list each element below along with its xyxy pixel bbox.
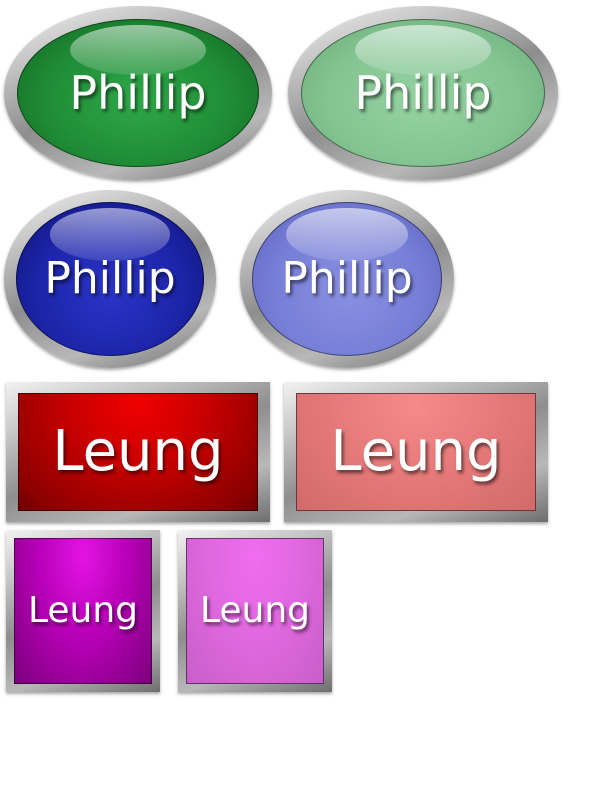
magenta-square-button[interactable]: Leung	[6, 530, 160, 692]
light-red-rect-button[interactable]: Leung	[284, 382, 548, 522]
button-face: Phillip	[17, 19, 259, 167]
button-label: Phillip	[69, 66, 207, 120]
button-label: Leung	[199, 590, 311, 631]
button-face: Phillip	[16, 202, 204, 356]
light-blue-oval-button[interactable]: Phillip	[240, 190, 454, 368]
button-face: Leung	[14, 538, 152, 684]
button-label: Phillip	[44, 253, 176, 304]
light-magenta-square-button[interactable]: Leung	[178, 530, 332, 692]
green-oval-button[interactable]: Phillip	[4, 6, 272, 180]
button-face: Leung	[296, 393, 536, 511]
button-face: Phillip	[301, 19, 545, 167]
button-face: Leung	[186, 538, 324, 684]
button-face: Leung	[18, 393, 258, 511]
button-face: Phillip	[252, 202, 442, 356]
red-rect-button[interactable]: Leung	[6, 382, 270, 522]
blue-oval-button[interactable]: Phillip	[4, 190, 216, 368]
button-label: Phillip	[281, 253, 413, 304]
button-label: Leung	[27, 590, 139, 631]
light-green-oval-button[interactable]: Phillip	[288, 6, 558, 180]
button-label: Phillip	[354, 66, 492, 120]
button-label: Leung	[52, 419, 224, 484]
button-label: Leung	[330, 419, 502, 484]
